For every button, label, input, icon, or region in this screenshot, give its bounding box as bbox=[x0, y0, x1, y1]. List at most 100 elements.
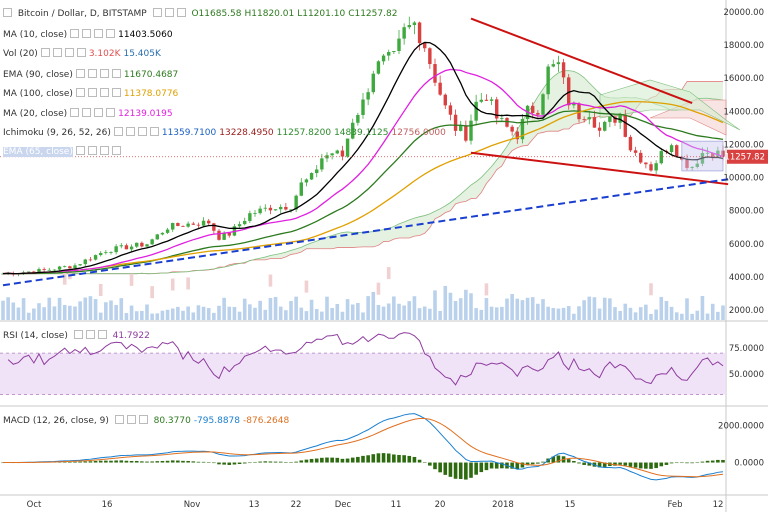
candle-body bbox=[99, 252, 103, 256]
candle-body bbox=[407, 25, 411, 28]
settings-icon[interactable] bbox=[73, 330, 83, 339]
candle-body bbox=[299, 182, 303, 196]
plus-icon[interactable] bbox=[94, 29, 104, 38]
volume-bar bbox=[273, 296, 278, 320]
settings-icon[interactable] bbox=[40, 48, 50, 57]
ohlc-c: C11257.82 bbox=[348, 9, 398, 19]
macd-histogram-bar bbox=[659, 462, 664, 467]
macd-histogram-bar bbox=[690, 462, 694, 464]
time-tick-label: 15 bbox=[565, 500, 576, 510]
volume-bar bbox=[644, 304, 648, 320]
close-icon[interactable] bbox=[111, 69, 121, 78]
candle-body bbox=[284, 206, 288, 210]
macd-histogram-bar bbox=[253, 462, 257, 463]
close-icon[interactable] bbox=[76, 48, 86, 57]
visibility-icon[interactable] bbox=[87, 88, 97, 97]
price-tick-label: 6000.00 bbox=[729, 240, 764, 250]
price-tick-label: 20000.00 bbox=[723, 8, 764, 18]
settings-icon[interactable] bbox=[113, 127, 123, 136]
candle-body bbox=[659, 151, 663, 164]
plus-icon[interactable] bbox=[99, 88, 109, 97]
indicator-value: 12756.0000 bbox=[391, 128, 446, 138]
plus-icon[interactable] bbox=[137, 127, 147, 136]
settings-icon[interactable] bbox=[114, 415, 124, 424]
time-tick-label: Dec bbox=[335, 500, 352, 510]
candle-body bbox=[633, 150, 638, 153]
visibility-icon[interactable] bbox=[125, 127, 135, 136]
visibility-icon[interactable] bbox=[85, 330, 95, 339]
settings-icon[interactable] bbox=[70, 108, 80, 117]
close-icon[interactable] bbox=[106, 29, 116, 38]
volume-spike bbox=[386, 267, 391, 280]
volume-bar bbox=[412, 296, 417, 320]
candle-body bbox=[78, 264, 82, 266]
visibility-icon[interactable] bbox=[87, 146, 97, 155]
volume-bar bbox=[417, 308, 422, 320]
volume-bar bbox=[242, 298, 247, 320]
volume-bar bbox=[376, 305, 381, 320]
close-icon[interactable] bbox=[138, 415, 148, 424]
visibility-icon[interactable] bbox=[52, 48, 62, 57]
plus-icon[interactable] bbox=[99, 69, 109, 78]
candle-body bbox=[531, 105, 535, 113]
candle-body bbox=[135, 242, 139, 247]
visibility-icon[interactable] bbox=[164, 8, 174, 17]
settings-icon[interactable] bbox=[70, 29, 80, 38]
macd-histogram-bar bbox=[458, 462, 463, 479]
macd-histogram-bar bbox=[325, 457, 329, 463]
visibility-icon[interactable] bbox=[87, 69, 97, 78]
macd-histogram-bar bbox=[186, 461, 190, 463]
close-icon[interactable] bbox=[176, 8, 186, 17]
visibility-icon[interactable] bbox=[82, 29, 92, 38]
indicator-value: 14839.1125 bbox=[334, 128, 389, 138]
macd-histogram-bar bbox=[145, 461, 149, 463]
settings-icon[interactable] bbox=[75, 146, 85, 155]
macd-histogram-bar bbox=[397, 454, 401, 463]
collapse-icon[interactable] bbox=[3, 8, 12, 17]
close-icon[interactable] bbox=[111, 146, 121, 155]
close-icon[interactable] bbox=[106, 108, 116, 117]
candle-body bbox=[628, 136, 633, 151]
volume-bar bbox=[104, 302, 108, 320]
plus-icon[interactable] bbox=[94, 108, 104, 117]
rsi-value: 41.7922 bbox=[112, 331, 150, 341]
macd-histogram-bar bbox=[484, 462, 489, 471]
volume-bar bbox=[443, 285, 448, 320]
candle-body bbox=[392, 51, 396, 53]
volume-bar bbox=[258, 300, 262, 320]
macd-histogram-bar bbox=[124, 460, 129, 463]
candle-body bbox=[443, 94, 447, 106]
candle-body bbox=[155, 234, 159, 240]
close-icon[interactable] bbox=[111, 88, 121, 97]
macd-histogram-bar bbox=[685, 462, 689, 464]
close-icon[interactable] bbox=[97, 330, 107, 339]
visibility-icon[interactable] bbox=[82, 108, 92, 117]
volume-bar bbox=[340, 311, 345, 320]
volume-bar bbox=[608, 298, 612, 320]
candle-body bbox=[165, 229, 170, 233]
macd-histogram-bar bbox=[191, 461, 196, 463]
ichimoku-cloud bbox=[3, 70, 723, 274]
volume-bar bbox=[32, 308, 36, 320]
settings-icon[interactable] bbox=[75, 69, 85, 78]
macd-histogram-bar bbox=[104, 460, 108, 463]
volume-bar bbox=[6, 297, 10, 320]
visibility-icon[interactable] bbox=[126, 415, 136, 424]
volume-bar bbox=[685, 298, 689, 320]
close-icon[interactable] bbox=[149, 127, 159, 136]
macd-histogram-bar bbox=[345, 458, 350, 463]
macd-histogram-bar bbox=[129, 460, 134, 463]
macd-histogram-bar bbox=[366, 455, 370, 463]
plus-icon[interactable] bbox=[99, 146, 109, 155]
settings-icon[interactable] bbox=[75, 88, 85, 97]
time-tick-label: 22 bbox=[291, 500, 302, 510]
volume-bar bbox=[294, 296, 298, 320]
volume-bar bbox=[489, 306, 494, 320]
volume-bar bbox=[325, 296, 329, 320]
candle-body bbox=[397, 38, 401, 52]
macd-histogram-bar bbox=[710, 460, 715, 463]
volume-bar bbox=[664, 300, 669, 320]
macd-histogram-bar bbox=[453, 462, 458, 479]
plus-icon[interactable] bbox=[64, 48, 74, 57]
settings-icon[interactable] bbox=[152, 8, 162, 17]
